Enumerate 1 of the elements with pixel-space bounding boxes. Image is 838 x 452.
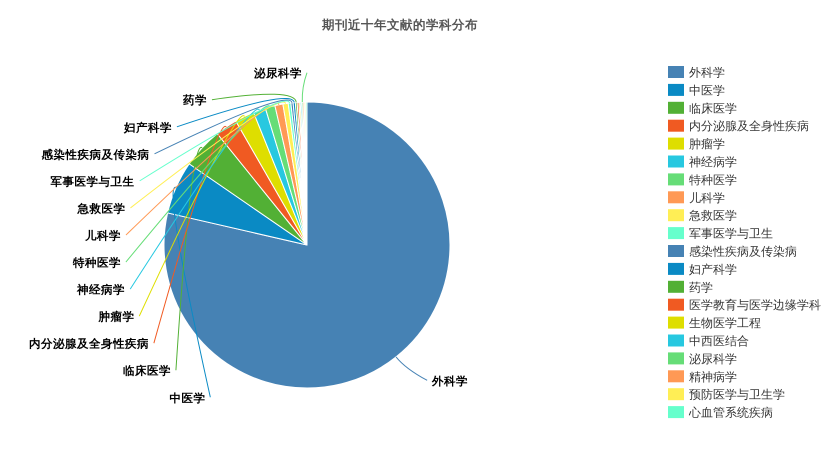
- title: 期刊近十年文献的学科分布: [322, 17, 478, 32]
